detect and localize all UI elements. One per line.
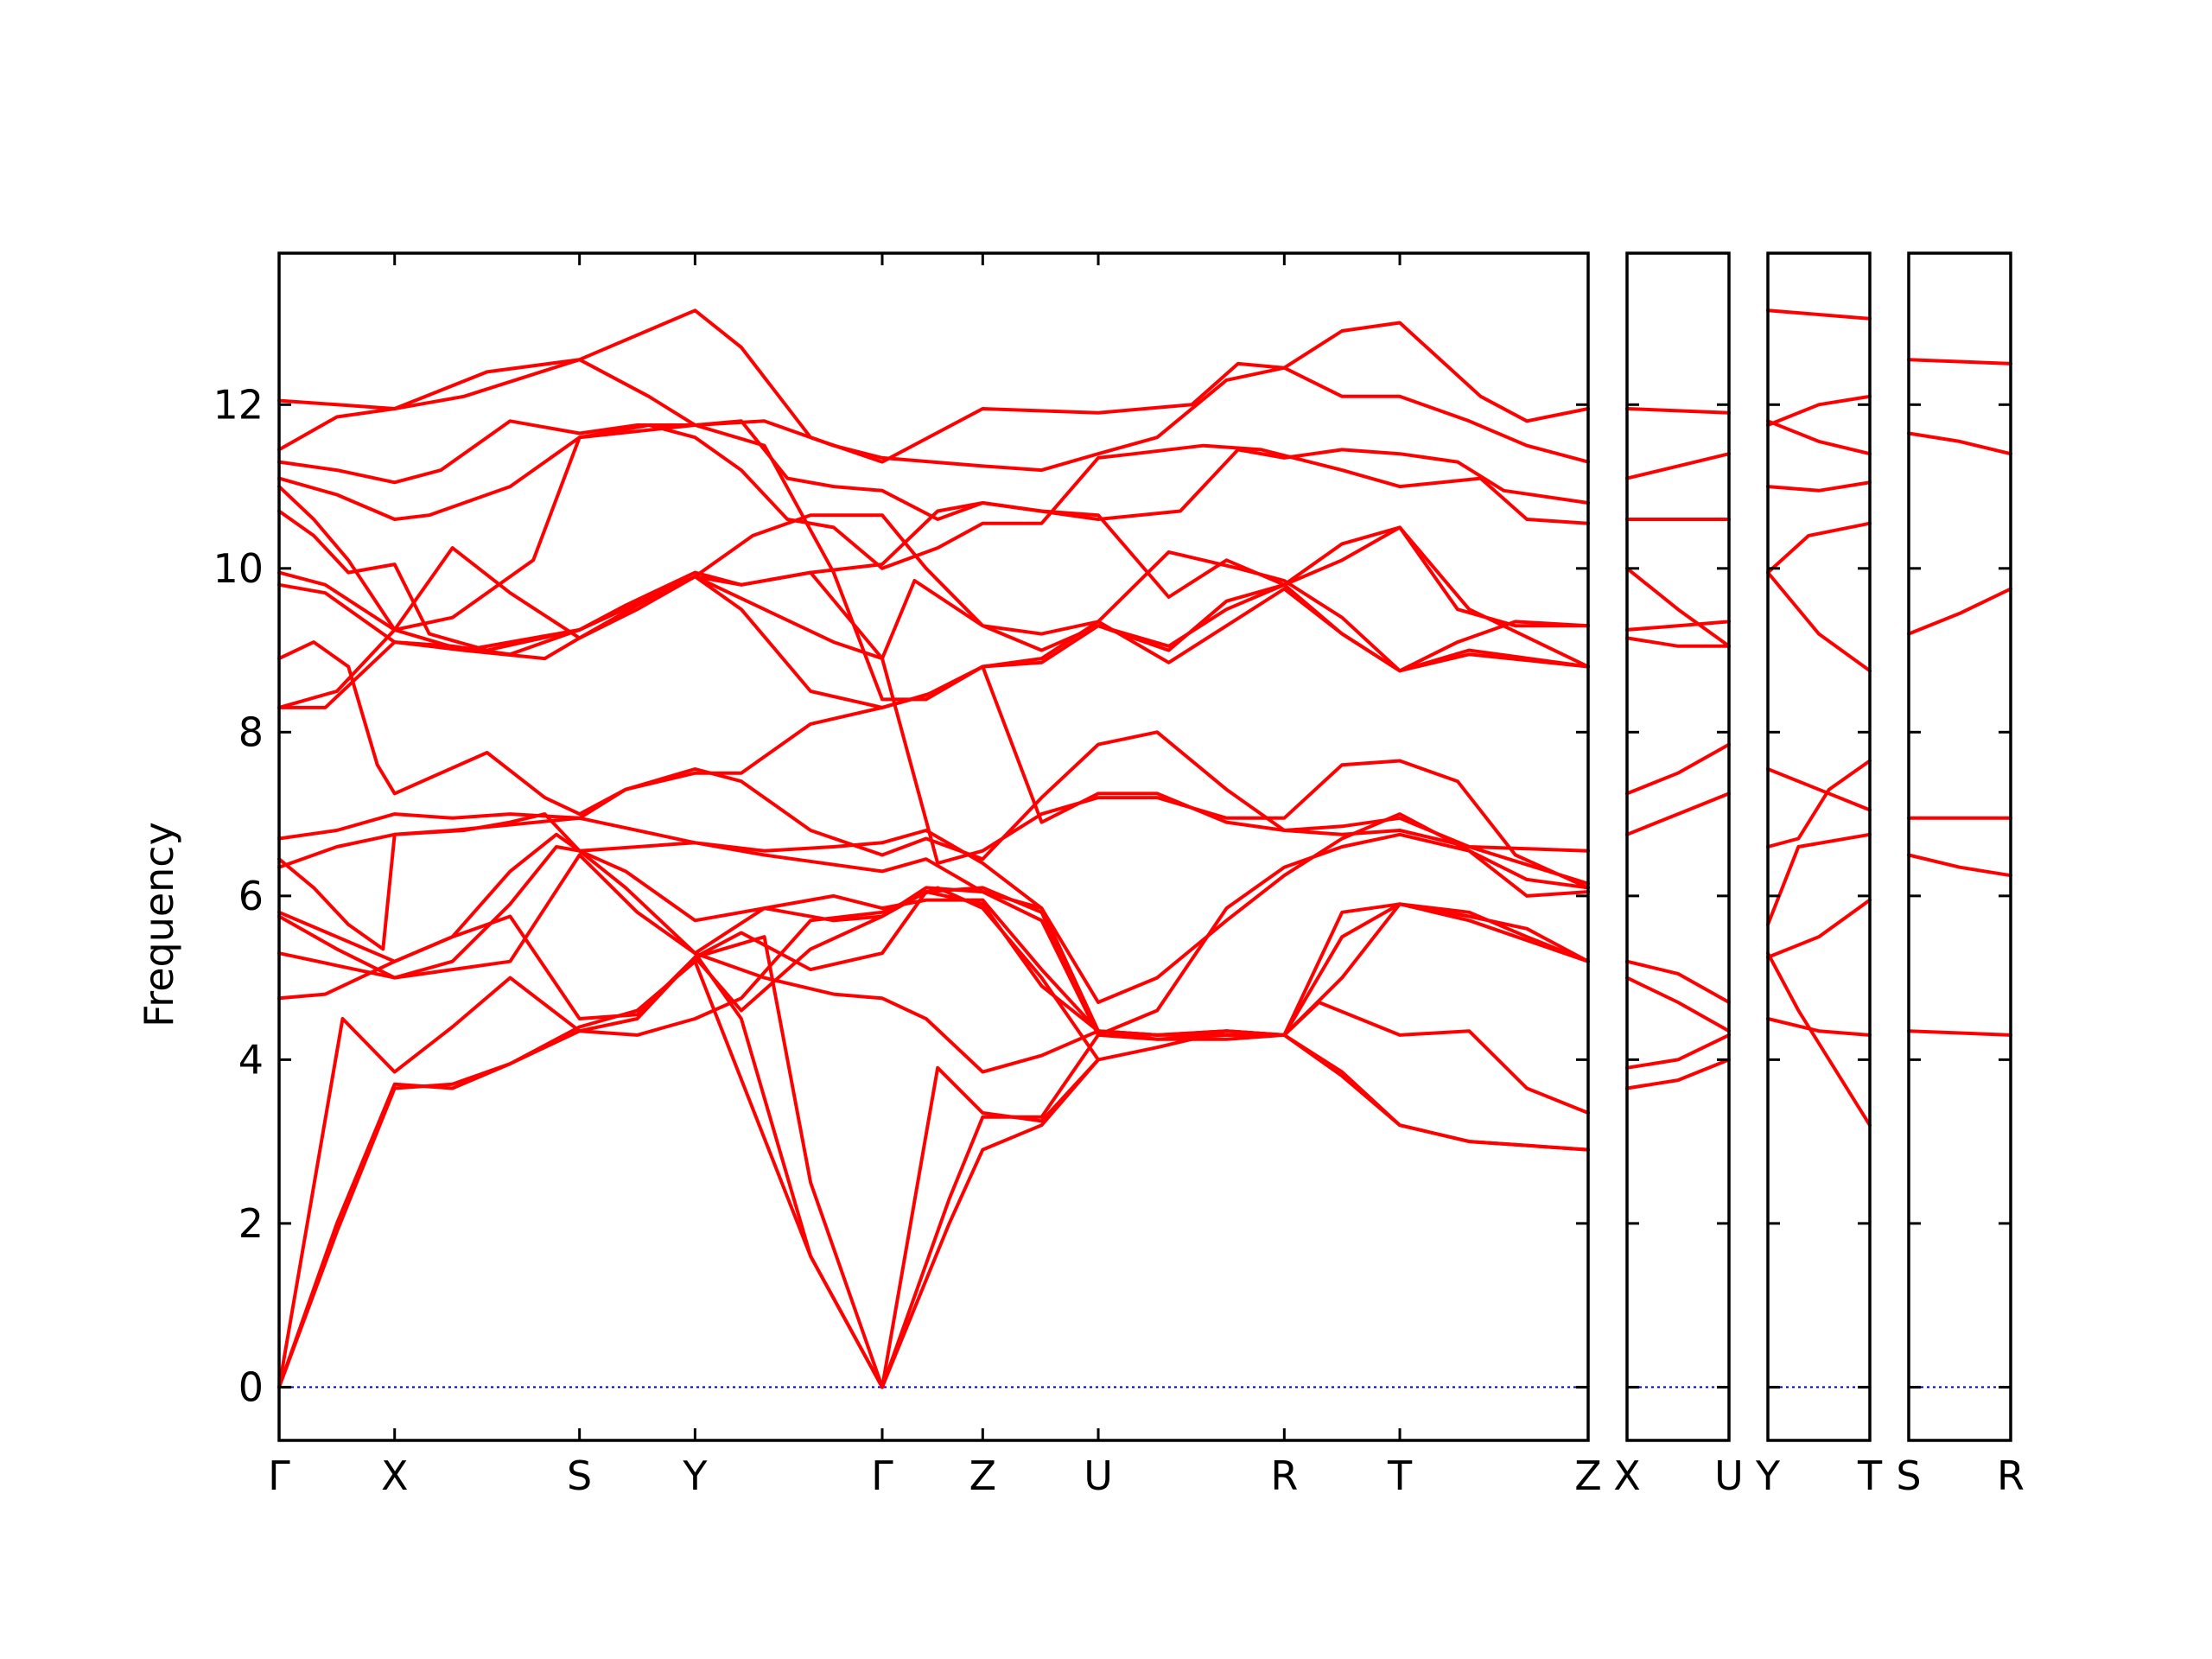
band-line [277, 308, 1590, 464]
band-line [277, 886, 1590, 1389]
band-line [277, 423, 1590, 709]
y-tick-label: 12 [213, 381, 264, 428]
band-line [1625, 1058, 1731, 1090]
band-line [1625, 1033, 1731, 1070]
band-line [1766, 480, 1872, 493]
x-tick-label: U [1084, 1452, 1113, 1499]
band-line [1625, 452, 1731, 480]
x-tick-label: Y [1755, 1452, 1781, 1499]
panel-frame [277, 251, 1590, 1442]
x-tick-label: S [1896, 1452, 1921, 1499]
band-line [1766, 394, 1872, 427]
band-line [1766, 570, 1872, 673]
x-tick-label: Γ [871, 1452, 893, 1499]
band-line [1766, 759, 1872, 849]
x-tick-label: Z [969, 1452, 997, 1499]
band-line [1907, 1029, 2012, 1037]
band-line [1766, 419, 1872, 456]
y-axis-title: Frequency [136, 822, 182, 1027]
band-line [1766, 898, 1872, 959]
band-line [1625, 976, 1731, 1033]
band-line [277, 959, 884, 1389]
band-line [1625, 620, 1731, 632]
band-line [1907, 431, 2012, 456]
panel-1: Γ X S Y Γ Z U R T Z 0 2 4 6 8 10 12 [213, 251, 1602, 1499]
band-line [277, 419, 1590, 521]
band-line [277, 832, 1590, 1074]
band-line [277, 812, 1590, 1037]
x-tick-label: T [1387, 1452, 1413, 1499]
x-tick-label: R [1270, 1452, 1298, 1499]
band-line [277, 358, 1590, 473]
x-tick-label: S [567, 1452, 592, 1499]
band-line [880, 1033, 1100, 1389]
band-line [277, 575, 1590, 890]
band-line [693, 951, 884, 1389]
band-line [1625, 959, 1731, 1004]
band-line [277, 423, 1590, 570]
band-line [1766, 832, 1872, 926]
y-tick-label: 4 [238, 1036, 264, 1083]
panel-frame [1625, 251, 1731, 1442]
y-tick-label: 8 [238, 709, 264, 755]
band-line [1766, 308, 1872, 321]
band-line [1907, 853, 2012, 878]
y-tick-label: 0 [238, 1363, 264, 1410]
band-line [880, 1058, 1100, 1389]
band-line [1625, 636, 1731, 648]
band-line [1766, 521, 1872, 575]
x-tick-label: X [381, 1452, 409, 1499]
band-line [1625, 407, 1731, 415]
x-tick-label: U [1714, 1452, 1744, 1499]
x-tick-label: Z [1574, 1452, 1602, 1499]
x-tick-label: Y [682, 1452, 708, 1499]
band-line [1766, 1017, 1872, 1037]
band-line [880, 1058, 1100, 1389]
x-tick-label: X [1613, 1452, 1641, 1499]
y-tick-label: 10 [213, 545, 264, 592]
band-line [277, 485, 1590, 640]
band-line [1766, 767, 1872, 812]
band-line [277, 890, 1590, 1389]
panel-frame [1907, 251, 2012, 1442]
band-line [693, 935, 884, 1389]
band-line [1625, 791, 1731, 836]
band-line [1766, 951, 1872, 1128]
panel-frame [1766, 251, 1872, 1442]
x-tick-label: Γ [268, 1452, 290, 1499]
band-line [1625, 566, 1731, 648]
band-line [1907, 587, 2012, 636]
y-tick-label: 6 [238, 873, 264, 919]
band-line [1625, 742, 1731, 796]
band-line [277, 664, 1590, 886]
x-tick-label: T [1857, 1452, 1883, 1499]
band-line [1907, 358, 2012, 365]
band-line [277, 525, 1590, 669]
x-tick-label: R [1997, 1452, 2024, 1499]
y-tick-label: 2 [238, 1200, 264, 1247]
